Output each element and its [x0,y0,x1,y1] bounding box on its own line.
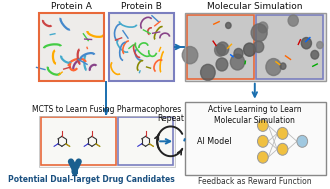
Circle shape [214,44,226,56]
FancyBboxPatch shape [41,118,116,165]
FancyBboxPatch shape [187,15,254,79]
Circle shape [297,135,308,147]
Text: Protein A: Protein A [51,2,92,11]
Circle shape [288,15,298,26]
FancyBboxPatch shape [118,118,173,165]
FancyBboxPatch shape [185,102,325,175]
Circle shape [253,41,264,53]
Text: Repeat: Repeat [157,115,184,123]
Circle shape [258,22,268,33]
Circle shape [182,46,198,64]
FancyBboxPatch shape [39,115,175,167]
Circle shape [280,63,286,69]
Text: Protein B: Protein B [121,2,161,11]
Circle shape [311,50,319,59]
Text: AI Model: AI Model [197,137,232,146]
Circle shape [234,48,243,58]
FancyBboxPatch shape [185,13,325,81]
FancyBboxPatch shape [39,13,104,81]
Circle shape [266,59,281,76]
Circle shape [226,22,231,29]
Text: Molecular Simulation: Molecular Simulation [207,2,303,11]
Circle shape [277,127,288,139]
Circle shape [216,58,228,71]
Circle shape [244,43,255,56]
Text: MCTS to Learn Fusing Pharmacophores: MCTS to Learn Fusing Pharmacophores [32,105,182,114]
Text: Active Learning to Learn
Molecular Simulation: Active Learning to Learn Molecular Simul… [208,105,302,125]
Circle shape [251,24,267,42]
FancyBboxPatch shape [256,15,323,79]
Text: Feedback as Reward Function: Feedback as Reward Function [198,177,312,186]
Text: Potential Dual-Target Drug Candidates: Potential Dual-Target Drug Candidates [8,175,174,184]
Circle shape [257,135,268,147]
Circle shape [217,42,229,55]
Circle shape [230,54,245,70]
Circle shape [301,38,312,49]
Circle shape [257,151,268,163]
Circle shape [277,143,288,155]
FancyBboxPatch shape [109,13,174,81]
Circle shape [257,119,268,131]
Circle shape [317,42,323,49]
Circle shape [201,64,215,81]
